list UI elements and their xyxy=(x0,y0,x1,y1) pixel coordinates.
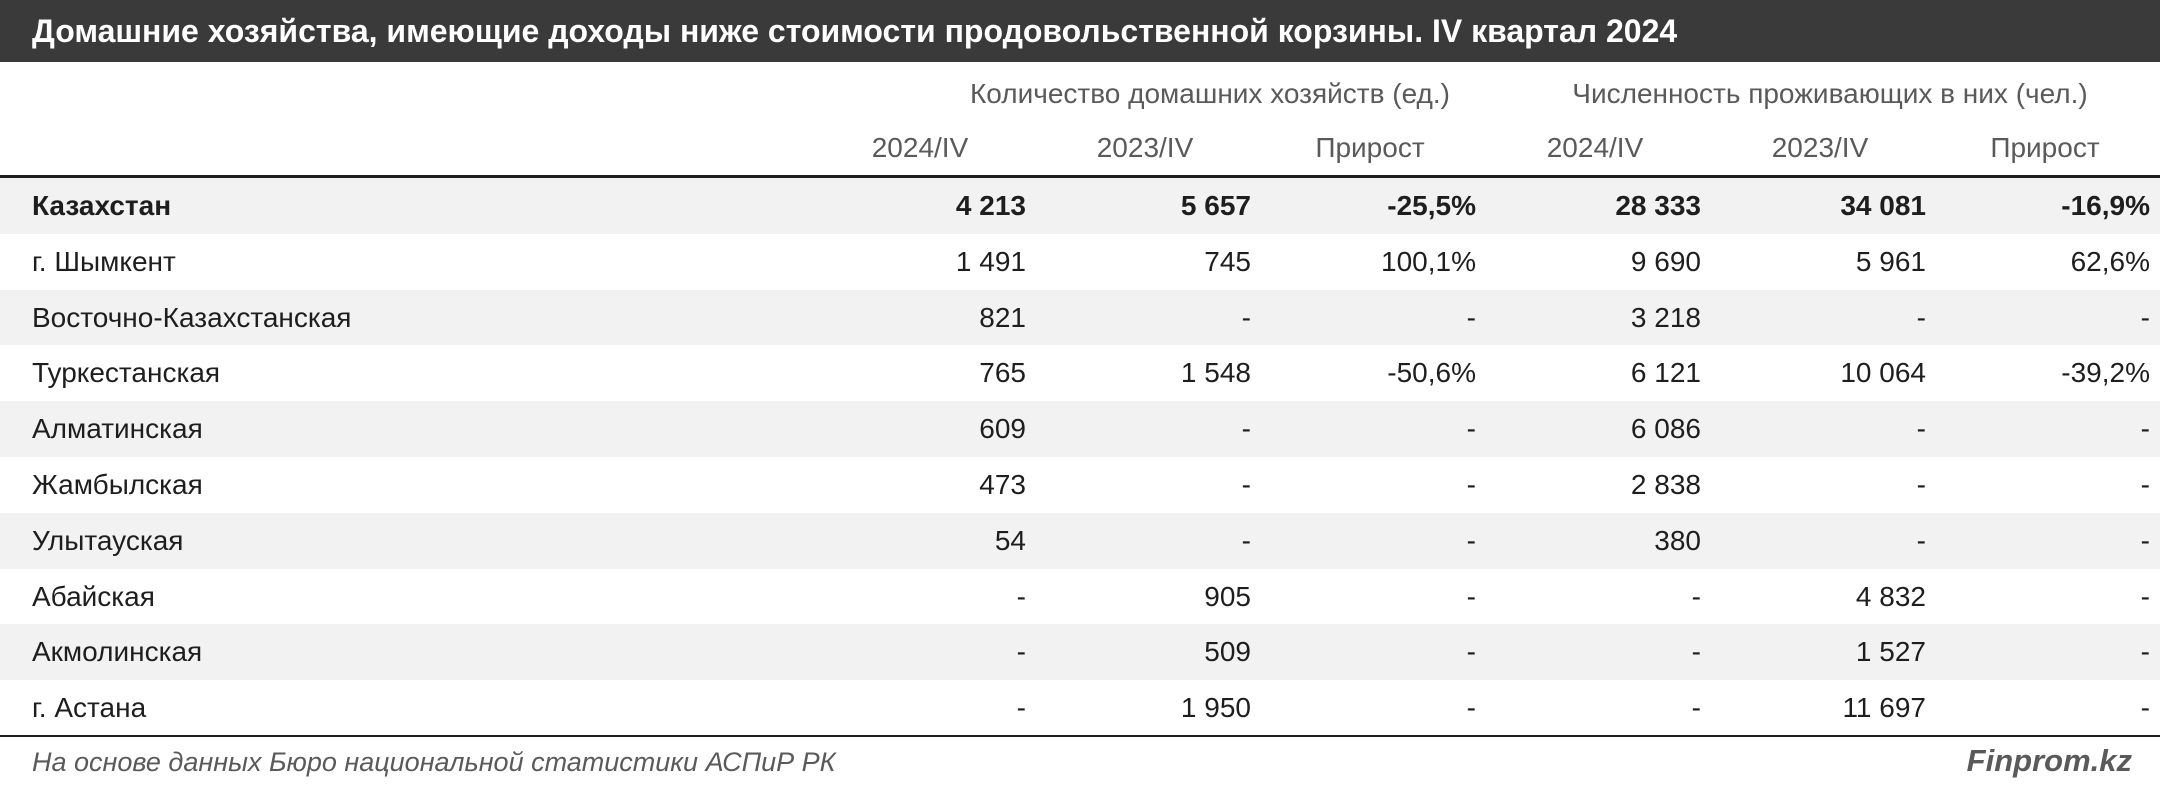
region-name: г. Астана xyxy=(32,692,147,724)
residents-2024-value: 2 838 xyxy=(1630,468,1701,500)
households-2024-value: 821 xyxy=(979,301,1026,333)
residents-growth-value: - xyxy=(2140,301,2150,333)
table-row: Абайская - 905 - - 4 832 - xyxy=(0,569,2160,625)
households-growth-value: - xyxy=(1466,413,1476,445)
households-2023-value: 905 xyxy=(1204,580,1251,612)
residents-growth-value: -39,2% xyxy=(2061,357,2150,389)
region-name: Абайская xyxy=(32,580,155,612)
households-growth-value: - xyxy=(1466,636,1476,668)
residents-growth-value: - xyxy=(2140,413,2150,445)
residents-2023-value: 5 961 xyxy=(1855,245,1926,277)
column-headers: 2024/IV 2023/IV Прирост 2024/IV 2023/IV … xyxy=(0,128,2160,168)
region-name: Акмолинская xyxy=(32,636,203,668)
residents-growth-value: - xyxy=(2140,636,2150,668)
residents-2024-value: 6 121 xyxy=(1630,357,1701,389)
households-2024-value: - xyxy=(1016,692,1026,724)
residents-2024-value: - xyxy=(1691,636,1701,668)
households-2024-value: 1 491 xyxy=(955,245,1026,277)
residents-2023-value: - xyxy=(1916,524,1926,556)
group-headers: Количество домашних хозяйств (ед.) Числе… xyxy=(0,74,2160,114)
group-header-households: Количество домашних хозяйств (ед.) xyxy=(969,78,1450,109)
households-growth-value: - xyxy=(1466,692,1476,724)
table-row: Улытауская 54 - - 380 - - xyxy=(0,512,2160,569)
households-2023-value: - xyxy=(1241,301,1251,333)
group-header-residents: Численность проживающих в них (чел.) xyxy=(1572,78,2088,109)
col-header-households-growth: Прирост xyxy=(1315,132,1425,163)
households-2024-value: - xyxy=(1016,580,1026,612)
region-name: Алматинская xyxy=(32,413,203,445)
table-row: Туркестанская 765 1 548 -50,6% 6 121 10 … xyxy=(0,345,2160,401)
households-2024-value: 473 xyxy=(979,468,1026,500)
region-name: Казахстан xyxy=(32,190,172,221)
residents-growth-value: - xyxy=(2140,468,2150,500)
residents-2024-value: 6 086 xyxy=(1630,413,1701,445)
table-row: г. Астана - 1 950 - - 11 697 - xyxy=(0,680,2160,736)
residents-2024-value: 380 xyxy=(1654,524,1701,556)
source-note: На основе данных Бюро национальной стати… xyxy=(32,747,836,777)
brand-logo: Finprom.kz xyxy=(1966,743,2132,778)
residents-2024-value: - xyxy=(1691,692,1701,724)
households-2023-value: - xyxy=(1241,413,1251,445)
residents-growth-value: - xyxy=(2140,524,2150,556)
table-row: Алматинская 609 - - 6 086 - - xyxy=(0,401,2160,457)
residents-growth-value: 62,6% xyxy=(2070,245,2150,277)
region-name: Туркестанская xyxy=(32,357,221,389)
region-name: Улытауская xyxy=(32,524,184,556)
households-2023-value: 1 548 xyxy=(1180,357,1251,389)
households-growth-value: - xyxy=(1466,468,1476,500)
households-2023-value: 5 657 xyxy=(1180,190,1251,221)
households-2024-value: 54 xyxy=(994,524,1026,556)
residents-growth-value: - xyxy=(2140,692,2150,724)
residents-2023-value: 4 832 xyxy=(1855,580,1926,612)
households-2023-value: 1 950 xyxy=(1180,692,1251,724)
col-header-households-2024: 2024/IV xyxy=(871,132,969,163)
table-row: Восточно-Казахстанская 821 - - 3 218 - - xyxy=(0,289,2160,346)
table-row: г. Шымкент 1 491 745 100,1% 9 690 5 961 … xyxy=(0,234,2160,290)
households-2023-value: - xyxy=(1241,524,1251,556)
table-row: Казахстан 4 213 5 657 -25,5% 28 333 34 0… xyxy=(0,178,2160,234)
residents-2024-value: 3 218 xyxy=(1630,301,1701,333)
households-2023-value: 509 xyxy=(1204,636,1251,668)
header-divider xyxy=(0,175,2160,178)
households-2024-value: 4 213 xyxy=(955,190,1026,221)
col-header-residents-2023: 2023/IV xyxy=(1771,132,1869,163)
households-2023-value: 745 xyxy=(1204,245,1251,277)
households-growth-value: - xyxy=(1466,580,1476,612)
residents-2023-value: 11 697 xyxy=(1842,692,1926,724)
households-growth-value: -25,5% xyxy=(1387,190,1476,221)
residents-2023-value: - xyxy=(1916,301,1926,333)
table-body: Казахстан 4 213 5 657 -25,5% 28 333 34 0… xyxy=(0,178,2160,736)
region-name: г. Шымкент xyxy=(32,245,176,277)
households-growth-value: -50,6% xyxy=(1387,357,1476,389)
residents-2023-value: 34 081 xyxy=(1840,190,1926,221)
residents-growth-value: - xyxy=(2140,580,2150,612)
residents-2023-value: - xyxy=(1916,468,1926,500)
footer-divider xyxy=(0,735,2160,737)
households-2024-value: 765 xyxy=(979,357,1026,389)
col-header-households-2023: 2023/IV xyxy=(1096,132,1194,163)
residents-2023-value: - xyxy=(1916,413,1926,445)
households-2024-value: - xyxy=(1016,636,1026,668)
residents-2024-value: - xyxy=(1691,580,1701,612)
residents-2024-value: 9 690 xyxy=(1630,245,1701,277)
households-2023-value: - xyxy=(1241,468,1251,500)
col-header-residents-growth: Прирост xyxy=(1990,132,2100,163)
households-growth-value: - xyxy=(1466,301,1476,333)
region-name: Жамбылская xyxy=(32,468,203,500)
residents-growth-value: -16,9% xyxy=(2061,190,2150,221)
table-row: Жамбылская 473 - - 2 838 - - xyxy=(0,457,2160,513)
residents-2023-value: 1 527 xyxy=(1855,636,1926,668)
households-growth-value: 100,1% xyxy=(1381,245,1476,277)
households-growth-value: - xyxy=(1466,524,1476,556)
households-2024-value: 609 xyxy=(979,413,1026,445)
table-row: Акмолинская - 509 - - 1 527 - xyxy=(0,624,2160,681)
residents-2023-value: 10 064 xyxy=(1840,357,1926,389)
col-header-residents-2024: 2024/IV xyxy=(1546,132,1644,163)
region-name: Восточно-Казахстанская xyxy=(32,301,352,333)
table-title: Домашние хозяйства, имеющие доходы ниже … xyxy=(0,0,2160,62)
residents-2024-value: 28 333 xyxy=(1615,190,1701,221)
